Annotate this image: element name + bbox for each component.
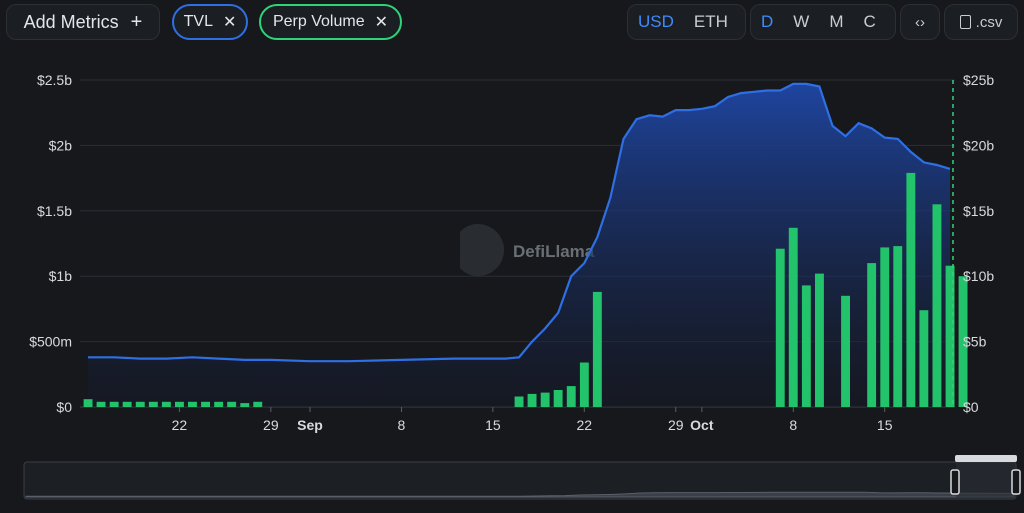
volume-bar <box>96 401 106 407</box>
perp-volume-bar-series <box>83 172 968 407</box>
volume-bar <box>906 172 916 407</box>
volume-bar <box>83 399 93 407</box>
x-axis-tick-label: 8 <box>789 417 797 433</box>
code-icon: ‹› <box>915 13 925 31</box>
csv-download-button[interactable]: .csv <box>944 4 1018 40</box>
metric-pill-label: Perp Volume <box>272 13 365 30</box>
volume-bar <box>566 386 576 407</box>
tvl-line <box>88 82 951 363</box>
right-axis-tick-label: $25b <box>963 72 994 88</box>
tvl-area-series <box>88 82 951 408</box>
right-axis-tick-label: $10b <box>963 268 994 284</box>
volume-bar <box>175 401 184 407</box>
volume-bar <box>540 392 550 407</box>
close-icon[interactable]: ✕ <box>374 14 388 31</box>
volume-bar <box>788 227 798 407</box>
range-navigator[interactable] <box>23 455 1021 500</box>
volume-bar <box>135 401 145 407</box>
currency-option-usd[interactable]: USD <box>638 12 674 31</box>
period-toggle: D W M C <box>750 4 896 40</box>
navigator-preview-line <box>25 491 1015 498</box>
navigator-scroll-handle[interactable] <box>955 455 1017 462</box>
add-metrics-label: Add Metrics <box>23 11 119 32</box>
add-metrics-button[interactable]: Add Metrics + <box>6 4 160 40</box>
volume-bar <box>592 291 602 407</box>
volume-bar <box>109 401 119 407</box>
right-axis-tick-label: $15b <box>963 203 994 219</box>
navigator-left-handle[interactable] <box>950 469 960 495</box>
volume-bar <box>919 310 929 407</box>
period-option-day[interactable]: D <box>761 12 774 31</box>
llama-logo-icon <box>460 223 504 277</box>
watermark-text: DefiLlama <box>513 242 595 261</box>
defillama-watermark: DefiLlama <box>460 223 595 277</box>
x-axis-tick-label: 29 <box>668 417 684 433</box>
x-axis-tick-label: 22 <box>172 417 188 433</box>
plus-icon: + <box>130 10 143 33</box>
left-axis-tick-label: $1.5b <box>37 203 72 219</box>
metric-pill-label: TVL <box>183 13 213 30</box>
period-option-cumulative[interactable]: C <box>863 12 876 31</box>
volume-bar <box>945 265 955 407</box>
right-y-axis: $0 $5b $10b $15b $20b $25b <box>952 72 994 415</box>
volume-bar <box>240 403 250 407</box>
volume-bar <box>579 362 589 407</box>
left-axis-tick-label: $2b <box>49 137 73 153</box>
volume-bar <box>880 247 890 407</box>
volume-bar <box>161 401 171 407</box>
x-axis: 22 29 Sep 8 15 22 29 Oct 8 15 <box>172 407 893 433</box>
left-y-axis: $0 $500m $1b $1.5b $2b $2.5b <box>29 72 72 415</box>
x-axis-tick-label: 15 <box>485 417 501 433</box>
volume-bar <box>893 246 903 407</box>
tvl-area-fill <box>88 83 950 408</box>
volume-bar <box>815 273 824 407</box>
x-axis-tick-label: Sep <box>297 417 323 433</box>
volume-bar <box>867 263 877 407</box>
metric-pill-perp-volume[interactable]: Perp Volume ✕ <box>259 4 402 40</box>
chart-toolbar: Add Metrics + TVL ✕ Perp Volume ✕ USD ET… <box>0 0 1024 44</box>
period-option-week[interactable]: W <box>793 12 810 31</box>
volume-bar <box>201 401 210 407</box>
volume-bar <box>527 393 537 407</box>
volume-bar <box>148 401 158 407</box>
volume-bar <box>801 285 811 407</box>
csv-label: .csv <box>975 13 1003 31</box>
volume-bar <box>958 276 968 407</box>
period-option-month[interactable]: M <box>829 12 844 31</box>
currency-option-eth[interactable]: ETH <box>693 12 728 31</box>
x-axis-tick-label: 22 <box>577 417 593 433</box>
right-axis-tick-label: $5b <box>963 334 987 350</box>
navigator-selection[interactable] <box>956 462 1016 499</box>
right-axis-tick-label: $0 <box>963 399 979 415</box>
volume-bar <box>775 248 785 407</box>
right-axis-tick-label: $20b <box>963 137 994 153</box>
left-axis-tick-label: $2.5b <box>37 72 72 88</box>
x-axis-tick-label: 8 <box>398 417 406 433</box>
volume-bar <box>227 401 237 407</box>
volume-bar <box>122 401 132 407</box>
left-axis-tick-label: $0 <box>56 399 72 415</box>
volume-bar <box>188 401 197 407</box>
volume-bar <box>932 204 942 407</box>
x-axis-tick-label: 29 <box>263 417 279 433</box>
metric-pill-tvl[interactable]: TVL ✕ <box>172 4 248 40</box>
volume-bar <box>841 295 850 407</box>
volume-bar <box>553 390 563 407</box>
close-icon[interactable]: ✕ <box>222 14 237 31</box>
volume-bar <box>514 396 524 407</box>
file-download-icon <box>959 15 971 29</box>
left-axis-tick-label: $1b <box>49 268 73 284</box>
embed-button[interactable]: ‹› <box>900 4 940 40</box>
x-axis-tick-label: 15 <box>877 417 893 433</box>
currency-toggle: USD ETH <box>627 4 746 40</box>
left-axis-tick-label: $500m <box>29 334 72 350</box>
navigator-right-handle[interactable] <box>1011 469 1021 495</box>
volume-bar <box>214 401 224 407</box>
x-axis-tick-label: Oct <box>690 417 714 433</box>
volume-bar <box>253 401 263 407</box>
